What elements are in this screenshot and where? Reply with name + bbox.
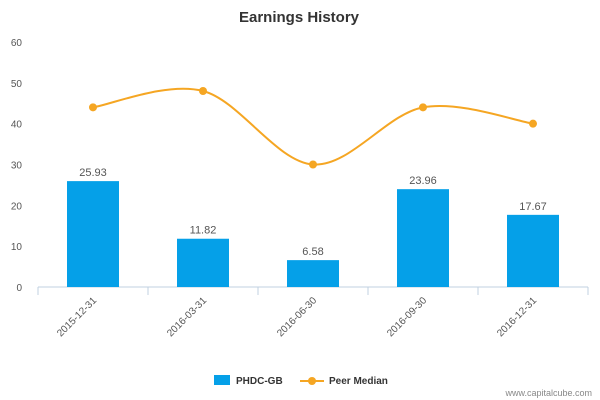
bar-value-label: 25.93	[79, 167, 107, 179]
x-axis: 2015-12-31 2016-03-31 2016-06-30 2016-09-30…	[37, 286, 589, 339]
x-tick-label: 2016-12-31	[495, 295, 539, 339]
x-tick-label: 2016-09-30	[385, 295, 429, 339]
chart-title: Earnings History	[239, 9, 360, 26]
x-tick-label: 2016-03-31	[165, 295, 209, 339]
bar	[287, 260, 339, 287]
y-tick-label: 40	[11, 120, 23, 131]
peer-median-line	[92, 87, 534, 166]
bar-value-label: 11.82	[190, 225, 217, 237]
x-tick-label: 2016-06-30	[275, 295, 319, 339]
x-tick-label: 2015-12-31	[55, 295, 99, 339]
peer-median-point	[419, 103, 427, 112]
legend-swatch-bar	[214, 375, 230, 385]
bar	[67, 181, 119, 287]
legend-label-bar[interactable]: PHDC-GB	[236, 376, 283, 387]
peer-median-point	[199, 87, 207, 95]
y-axis: 0 10 20 30 40 50 60	[11, 38, 23, 294]
bar-value-label: 23.96	[409, 175, 437, 187]
peer-median-point	[309, 160, 317, 169]
y-tick-label: 10	[11, 242, 23, 253]
y-tick-label: 50	[11, 79, 23, 90]
legend: PHDC-GB Peer Median	[214, 375, 388, 387]
bar	[507, 214, 559, 287]
bar	[397, 189, 449, 287]
peer-median-point	[89, 103, 97, 112]
y-tick-label: 60	[11, 38, 23, 49]
line-series	[89, 87, 537, 169]
peer-median-point	[529, 119, 537, 128]
legend-swatch-marker	[308, 377, 316, 385]
y-tick-label: 0	[16, 283, 22, 294]
bar-series: 25.93 11.82 6.58 23.96 17.67	[67, 167, 559, 287]
bar	[177, 238, 229, 287]
bar-value-label: 17.67	[519, 201, 547, 213]
legend-label-line[interactable]: Peer Median	[329, 376, 388, 387]
y-tick-label: 30	[11, 161, 23, 172]
watermark: www.capitalcube.com	[504, 388, 592, 398]
y-tick-label: 20	[11, 201, 23, 212]
bar-value-label: 6.58	[302, 246, 323, 258]
